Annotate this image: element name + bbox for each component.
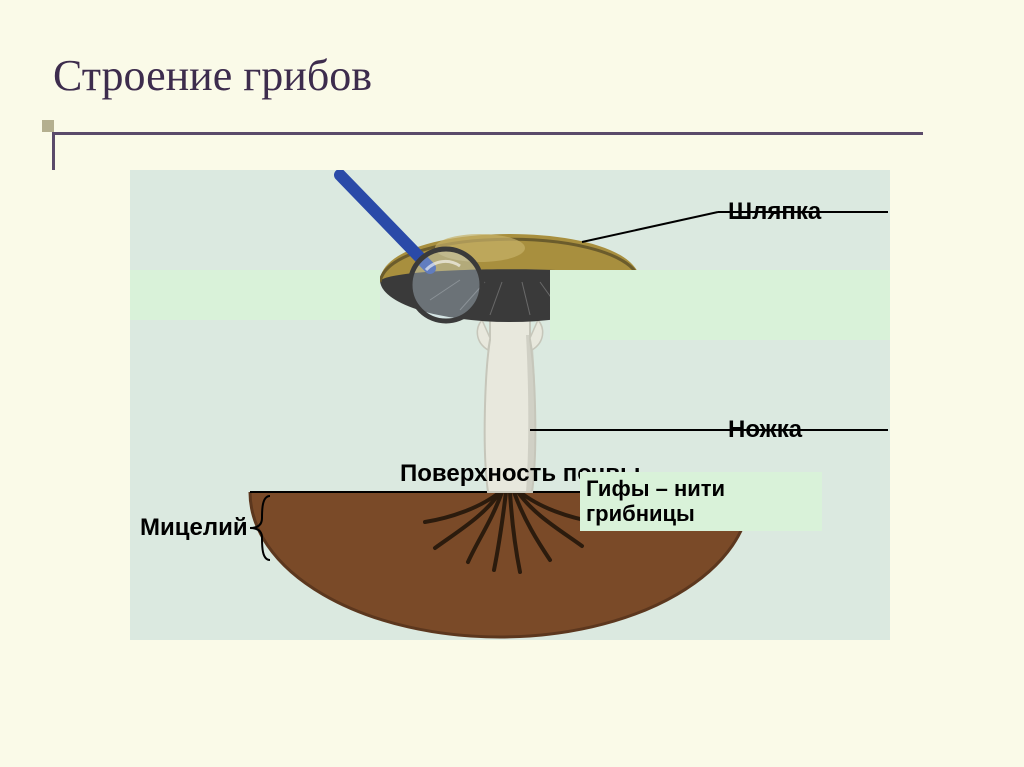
- slide: Строение грибов: [0, 0, 1024, 767]
- mushroom-diagram: Шляпка Ножка Поверхность почвы Мицелий Г…: [130, 170, 890, 640]
- title-underline: [53, 132, 923, 135]
- slide-title: Строение грибов: [53, 50, 372, 101]
- overlay-right-band: [550, 270, 890, 340]
- label-cap: Шляпка: [728, 198, 821, 226]
- corner-square-icon: [42, 120, 54, 132]
- label-stem: Ножка: [728, 416, 802, 444]
- overlay-left-band: [130, 270, 380, 320]
- diagram-svg: [130, 170, 890, 640]
- label-mycelium: Мицелий: [140, 514, 248, 542]
- annotation-line2: грибницы: [586, 501, 695, 526]
- annotation-hyphae: Гифы – нити грибницы: [580, 472, 822, 531]
- title-vertical-tick: [52, 132, 55, 170]
- annotation-line1: Гифы – нити: [586, 476, 725, 501]
